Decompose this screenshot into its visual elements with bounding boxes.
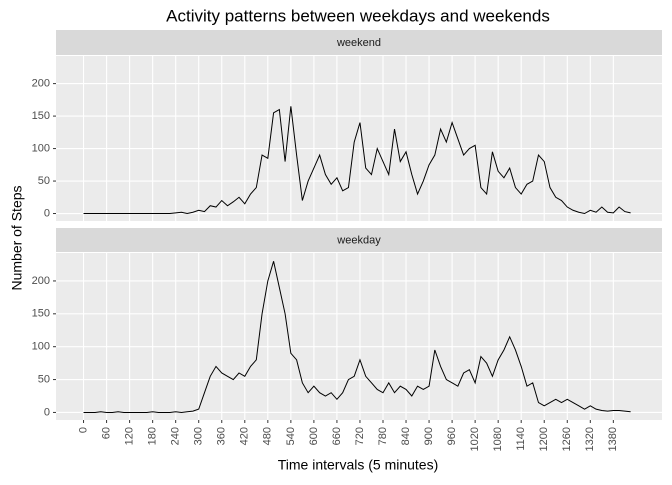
x-tick-label: 180 bbox=[147, 427, 159, 445]
y-tick-label: 0 bbox=[44, 406, 50, 418]
x-tick-label: 120 bbox=[124, 427, 136, 445]
x-tick-label: 0 bbox=[77, 427, 89, 433]
x-tick-label: 360 bbox=[216, 427, 228, 445]
x-tick-label: 1260 bbox=[561, 427, 573, 451]
x-tick-label: 420 bbox=[239, 427, 251, 445]
y-tick-label: 150 bbox=[32, 110, 50, 122]
y-tick-label: 0 bbox=[44, 207, 50, 219]
panel-background bbox=[56, 253, 662, 420]
y-axis-label: Number of Steps bbox=[9, 185, 25, 290]
x-tick-label: 1200 bbox=[538, 427, 550, 451]
x-tick-label: 600 bbox=[308, 427, 320, 445]
x-tick-label: 240 bbox=[170, 427, 182, 445]
line bbox=[83, 106, 631, 215]
y-tick-label: 200 bbox=[32, 78, 50, 90]
facet-strip bbox=[56, 30, 662, 55]
y-tick-label: 100 bbox=[32, 142, 50, 154]
x-tick-label: 300 bbox=[193, 427, 205, 445]
x-tick-label: 480 bbox=[262, 427, 274, 445]
y-tick-label: 200 bbox=[32, 275, 50, 287]
y-tick-label: 100 bbox=[32, 341, 50, 353]
y-tick-label: 150 bbox=[32, 308, 50, 320]
x-tick-label: 1380 bbox=[607, 427, 619, 451]
x-tick-label: 900 bbox=[423, 427, 435, 445]
y-tick-label: 50 bbox=[38, 175, 50, 187]
x-tick-label: 1140 bbox=[515, 427, 527, 451]
y-tick-label: 50 bbox=[38, 373, 50, 385]
panel-background bbox=[56, 56, 662, 221]
facet-label: weekday bbox=[336, 234, 381, 246]
x-tick-label: 780 bbox=[377, 427, 389, 445]
x-tick-label: 1320 bbox=[584, 427, 596, 451]
x-tick-label: 660 bbox=[331, 427, 343, 445]
x-tick-label: 1020 bbox=[469, 427, 481, 451]
x-tick-label: 960 bbox=[446, 427, 458, 445]
x-tick-label: 1080 bbox=[492, 427, 504, 451]
x-tick-label: 840 bbox=[400, 427, 412, 445]
x-tick-label: 720 bbox=[354, 427, 366, 445]
facet-label: weekend bbox=[336, 37, 381, 49]
x-axis-label: Time intervals (5 minutes) bbox=[278, 457, 439, 473]
x-tick-label: 60 bbox=[100, 427, 112, 439]
facet-strip bbox=[56, 228, 662, 252]
x-tick-label: 540 bbox=[285, 427, 297, 445]
chart-title: Activity patterns between weekdays and w… bbox=[166, 6, 550, 25]
line bbox=[83, 261, 631, 413]
